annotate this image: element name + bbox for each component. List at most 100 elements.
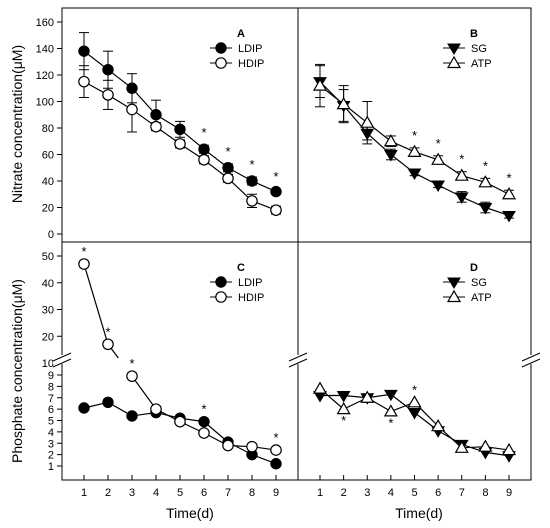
legend-marker <box>216 292 226 302</box>
significance-star: * <box>459 152 464 167</box>
data-point <box>103 65 113 75</box>
data-point <box>127 104 137 114</box>
data-point <box>103 339 113 349</box>
panel-letter: B <box>470 28 478 40</box>
legend-label: HDIP <box>238 292 264 304</box>
series-ldip <box>79 397 281 469</box>
panel-letter: C <box>237 262 245 274</box>
y-tick-label: 2 <box>48 450 54 462</box>
data-point <box>151 110 161 120</box>
y-tick-label: 100 <box>36 97 54 109</box>
y-tick-label: 20 <box>42 331 54 343</box>
significance-star: * <box>273 430 278 445</box>
y-tick-label: 3 <box>48 438 54 450</box>
x-tick-label: 9 <box>273 487 279 499</box>
series-line <box>132 376 156 409</box>
data-point <box>127 411 137 421</box>
data-point <box>79 403 89 413</box>
y-tick-label: 30 <box>42 305 54 317</box>
data-point <box>409 396 421 407</box>
significance-star: * <box>388 415 393 430</box>
y-tick-label: 140 <box>36 44 54 56</box>
data-point <box>432 181 444 191</box>
data-point <box>479 441 491 452</box>
legend-marker <box>448 44 460 54</box>
x-tick-label: 8 <box>249 487 255 499</box>
series-sg <box>314 66 515 222</box>
legend-label: SG <box>471 277 487 289</box>
data-point <box>385 135 397 146</box>
x-tick-label: 5 <box>177 487 183 499</box>
significance-star: * <box>249 157 254 172</box>
data-point <box>199 144 209 154</box>
significance-star: * <box>129 356 134 371</box>
axis-break <box>53 353 540 367</box>
y-tick-label: 60 <box>42 150 54 162</box>
x-tick-label: 7 <box>225 487 231 499</box>
data-point <box>79 76 89 86</box>
y-tick-label: 120 <box>36 70 54 82</box>
significance-star: * <box>412 382 417 397</box>
data-point <box>79 46 89 56</box>
significance-star: * <box>225 144 230 159</box>
y-tick-label: 10 <box>42 358 54 370</box>
data-point <box>103 90 113 100</box>
legend-marker <box>216 277 226 287</box>
data-point <box>409 409 421 419</box>
chart-panels: 020406080100120140160****ALDIPHDIP*** **B… <box>36 8 540 499</box>
y-tick-label: 6 <box>48 404 54 416</box>
significance-star: * <box>201 125 206 140</box>
y-tick-label: 40 <box>42 176 54 188</box>
y-tick-label: 5 <box>48 416 54 428</box>
panel-frame <box>298 8 531 242</box>
legend-marker <box>448 57 460 68</box>
significance-star: * <box>506 170 511 185</box>
x-tick-label: 6 <box>435 487 441 499</box>
data-point <box>409 169 421 179</box>
y-tick-label: 20 <box>42 203 54 215</box>
significance-star: * <box>105 324 110 339</box>
data-point <box>361 117 373 128</box>
y-tick-label: 9 <box>48 370 54 382</box>
y-tick-label: 1 <box>48 461 54 473</box>
data-point <box>223 163 233 173</box>
data-point <box>175 139 185 149</box>
data-point <box>271 186 281 196</box>
panel-frame <box>298 242 531 480</box>
x-tick-label: 5 <box>411 487 417 499</box>
data-point <box>247 196 257 206</box>
data-point <box>223 173 233 183</box>
y-tick-label: 8 <box>48 381 54 393</box>
legend-label: HDIP <box>238 58 264 70</box>
x-tick-label: 2 <box>105 487 111 499</box>
significance-star: * <box>483 158 488 173</box>
x-tick-label: 3 <box>129 487 135 499</box>
data-point <box>456 193 468 203</box>
significance-star: * <box>81 244 86 259</box>
legend-marker <box>448 291 460 302</box>
series-line <box>84 264 108 344</box>
data-point <box>151 121 161 131</box>
y-axis-title-nitrate: Nitrate concentration(μM) <box>9 45 25 203</box>
panel-c: 10203040501234567891 2 3 4 5 6 7 8 9*****CLDIPHD… <box>42 242 298 499</box>
data-point <box>175 124 185 134</box>
x-axis-title-left: Time(d) <box>166 505 214 521</box>
data-point <box>247 176 257 186</box>
data-point <box>271 459 281 469</box>
legend-marker <box>448 278 460 288</box>
y-tick-label: 80 <box>42 123 54 135</box>
legend-label: SG <box>471 43 487 55</box>
data-point <box>199 155 209 165</box>
significance-star: * <box>273 169 278 184</box>
data-point <box>199 416 209 426</box>
y-tick-label: 0 <box>48 229 54 241</box>
significance-star: * <box>341 413 346 428</box>
x-tick-label: 1 <box>317 487 323 499</box>
panel-letter: D <box>470 262 478 274</box>
panel-a: 020406080100120140160****ALDIPHDIP <box>36 8 298 242</box>
x-tick-label: 8 <box>482 487 488 499</box>
y-tick-label: 160 <box>36 17 54 29</box>
significance-star: * <box>412 128 417 143</box>
x-tick-label: 9 <box>506 487 512 499</box>
